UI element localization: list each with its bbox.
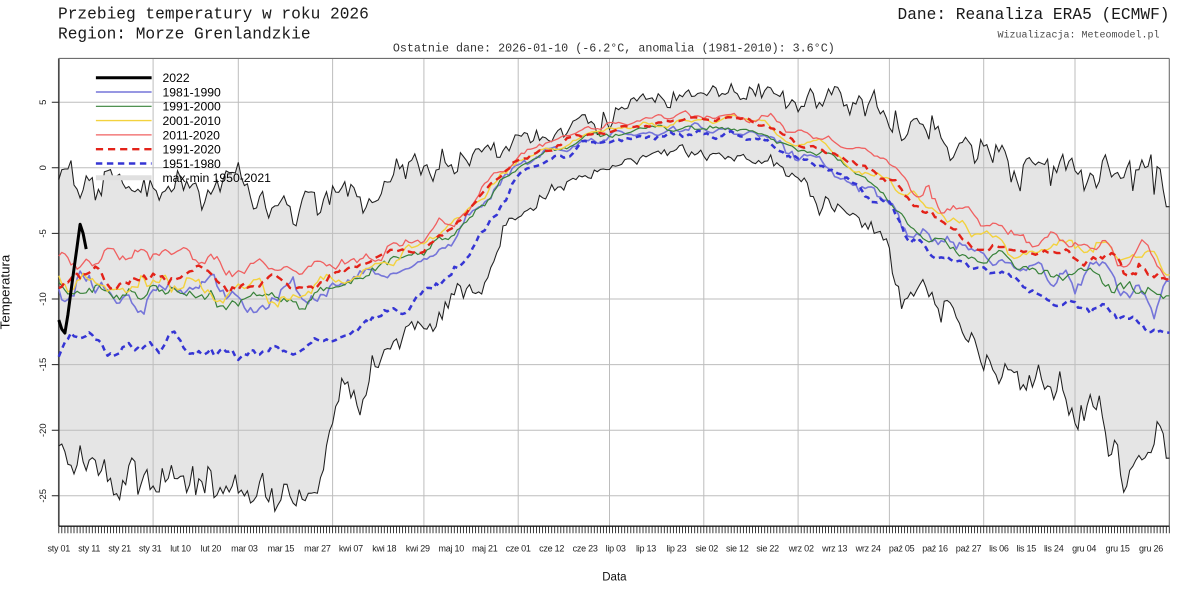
svg-text:2001-2010: 2001-2010: [163, 114, 222, 128]
svg-text:kwi 18: kwi 18: [372, 543, 396, 553]
svg-text:1951-1980: 1951-1980: [163, 157, 222, 171]
svg-text:-5: -5: [37, 229, 48, 237]
svg-text:-20: -20: [37, 423, 48, 437]
svg-text:lut 10: lut 10: [170, 543, 191, 553]
svg-text:cze 23: cze 23: [573, 543, 598, 553]
svg-text:lis 06: lis 06: [989, 543, 1009, 553]
svg-text:paź 27: paź 27: [956, 543, 982, 553]
svg-text:sty 01: sty 01: [48, 543, 71, 553]
svg-text:1991-2000: 1991-2000: [163, 100, 222, 114]
svg-text:lis 24: lis 24: [1044, 543, 1064, 553]
svg-text:kwi 07: kwi 07: [339, 543, 363, 553]
svg-text:Data: Data: [602, 572, 627, 584]
svg-text:lut 20: lut 20: [201, 543, 222, 553]
svg-text:lis 15: lis 15: [1017, 543, 1037, 553]
svg-text:sie 02: sie 02: [696, 543, 719, 553]
svg-text:mar 15: mar 15: [268, 543, 295, 553]
svg-text:cze 12: cze 12: [539, 543, 564, 553]
svg-text:1991-2020: 1991-2020: [163, 143, 222, 157]
svg-text:lip 03: lip 03: [606, 543, 626, 553]
svg-text:wrz 24: wrz 24: [855, 543, 881, 553]
svg-text:paź 05: paź 05: [889, 543, 915, 553]
svg-text:gru 26: gru 26: [1139, 543, 1163, 553]
svg-text:lip 23: lip 23: [666, 543, 686, 553]
svg-text:sie 22: sie 22: [756, 543, 779, 553]
svg-text:2022: 2022: [163, 71, 190, 85]
svg-text:Region: Morze Grenlandzkie: Region: Morze Grenlandzkie: [58, 26, 311, 44]
svg-text:-10: -10: [37, 292, 48, 306]
svg-text:Wizualizacja: Meteomodel.pl: Wizualizacja: Meteomodel.pl: [997, 29, 1159, 41]
svg-text:maj 21: maj 21: [472, 543, 498, 553]
svg-text:0: 0: [37, 165, 48, 170]
svg-text:lip 13: lip 13: [636, 543, 656, 553]
svg-text:sty 11: sty 11: [78, 543, 100, 553]
svg-text:Ostatnie dane: 2026-01-10 (-6.: Ostatnie dane: 2026-01-10 (-6.2°C, anoma…: [393, 42, 835, 56]
svg-text:1981-1990: 1981-1990: [163, 85, 222, 99]
svg-text:Przebieg temperatury w roku 20: Przebieg temperatury w roku 2026: [58, 6, 369, 24]
svg-text:mar 27: mar 27: [304, 543, 331, 553]
svg-text:wrz 02: wrz 02: [788, 543, 814, 553]
svg-text:paź 16: paź 16: [922, 543, 948, 553]
svg-text:Dane: Reanaliza ERA5 (ECMWF): Dane: Reanaliza ERA5 (ECMWF): [898, 6, 1170, 24]
svg-text:maj 10: maj 10: [439, 543, 465, 553]
svg-text:5: 5: [37, 100, 48, 105]
svg-text:cze 01: cze 01: [506, 543, 531, 553]
svg-text:Temperatura: Temperatura: [0, 254, 13, 329]
svg-text:sie 12: sie 12: [726, 543, 749, 553]
svg-text:kwi 29: kwi 29: [406, 543, 430, 553]
svg-text:sty 21: sty 21: [108, 543, 131, 553]
svg-text:-15: -15: [37, 358, 48, 372]
svg-text:-25: -25: [37, 489, 48, 503]
svg-text:sty 31: sty 31: [139, 543, 162, 553]
svg-text:gru 15: gru 15: [1106, 543, 1130, 553]
svg-text:2011-2020: 2011-2020: [163, 128, 221, 142]
svg-text:mar 03: mar 03: [231, 543, 258, 553]
svg-text:gru 04: gru 04: [1072, 543, 1096, 553]
svg-text:max-min 1950-2021: max-min 1950-2021: [163, 171, 272, 185]
svg-text:wrz 13: wrz 13: [821, 543, 847, 553]
